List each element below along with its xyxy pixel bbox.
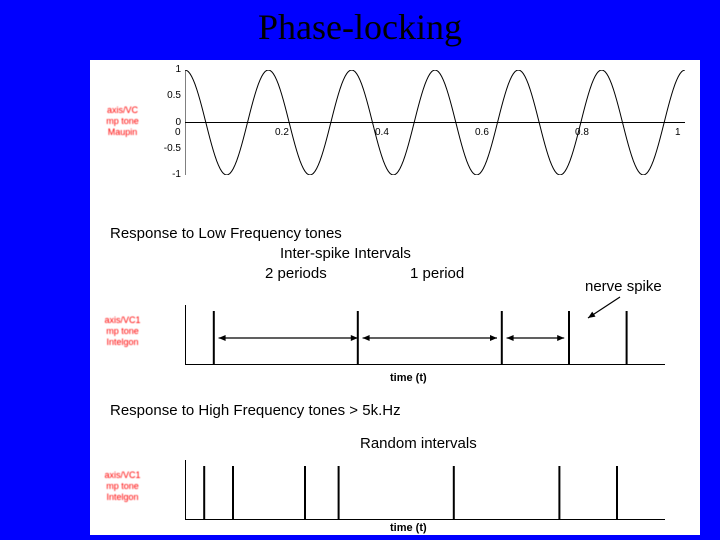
sine-xtick: 0.6: [475, 127, 489, 138]
low-heading: Response to Low Frequency tones: [110, 225, 342, 242]
sine-xtick: 0.4: [375, 127, 389, 138]
label-1-period: 1 period: [410, 265, 464, 282]
sine-xtick: 0.8: [575, 127, 589, 138]
low-ylabel: axis/VC1 mp tone Intelgon: [95, 315, 150, 348]
high-ylabel: axis/VC1 mp tone Intelgon: [95, 470, 150, 503]
high-subheading: Random intervals: [360, 435, 477, 452]
sine-ylabel: axis/VC mp tone Maupin: [95, 105, 150, 138]
label-2-periods: 2 periods: [265, 265, 327, 282]
slide-title: Phase-locking: [0, 0, 720, 52]
sine-ytick: 0.5: [157, 90, 181, 101]
high-heading: Response to High Frequency tones > 5k.Hz: [110, 402, 401, 419]
high-freq-chart: [185, 460, 665, 520]
low-freq-chart: [185, 305, 665, 365]
sine-xtick: 1: [675, 127, 681, 138]
sine-ytick: 1: [157, 64, 181, 75]
nerve-spike-label: nerve spike: [585, 278, 662, 295]
sine-xtick: 0: [175, 127, 181, 138]
sine-chart: [185, 70, 685, 175]
content-panel: axis/VC mp tone Maupin -1-0.500.51 00.20…: [90, 60, 700, 535]
high-xlabel: time (t): [390, 522, 427, 534]
sine-ytick: -1: [157, 169, 181, 180]
low-subheading: Inter-spike Intervals: [280, 245, 411, 262]
sine-xtick: 0.2: [275, 127, 289, 138]
low-xlabel: time (t): [390, 372, 427, 384]
sine-ytick: -0.5: [157, 143, 181, 154]
